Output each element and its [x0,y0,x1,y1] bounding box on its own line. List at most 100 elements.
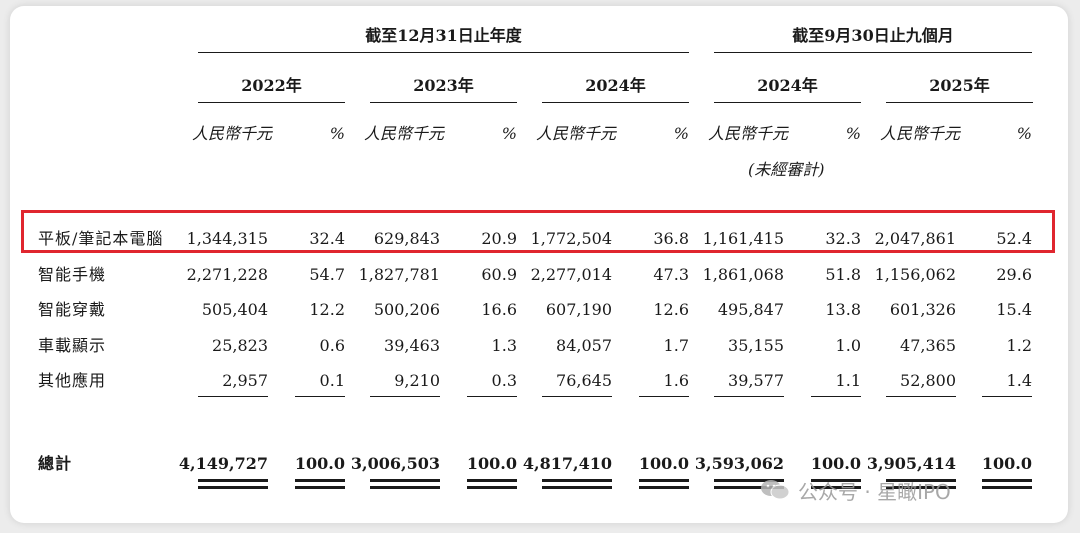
row-value-rmb: 76,645 [556,371,612,390]
subtotal-rule [542,396,612,397]
header-nine-months: 截至9月30日止九個月 [792,26,954,45]
row-value-pct: 52.4 [996,229,1032,248]
row-value-rmb: 2,271,228 [186,265,268,284]
year-rule [714,102,861,103]
total-value-rmb: 4,149,727 [178,454,268,473]
row-value-rmb: 84,057 [556,336,612,355]
row-value-pct: 60.9 [481,265,517,284]
unit-pct: % [501,124,517,143]
row-value-pct: 1.0 [835,336,861,355]
year-rule [542,102,689,103]
unit-pct: % [845,124,861,143]
subtotal-rule [886,396,956,397]
row-value-rmb: 2,047,861 [874,229,956,248]
unit-pct: % [329,124,345,143]
document-card [10,6,1068,523]
row-value-rmb: 1,161,415 [702,229,784,248]
row-value-rmb: 1,827,781 [358,265,440,284]
year-rule [198,102,345,103]
row-value-rmb: 505,404 [201,300,268,319]
year-rule [370,102,517,103]
row-value-pct: 0.6 [319,336,345,355]
total-value-pct: 100.0 [466,454,517,473]
subtotal-rule [370,396,440,397]
row-value-pct: 51.8 [825,265,861,284]
row-value-pct: 32.4 [309,229,345,248]
subtotal-rule [467,396,517,397]
unit-rmb: 人民幣千元 [536,124,617,143]
row-value-pct: 36.8 [653,229,689,248]
row-label: 車載顯示 [38,336,107,355]
row-label: 智能穿戴 [38,300,107,319]
subtotal-rule [198,396,268,397]
total-value-rmb: 3,006,503 [350,454,440,473]
row-value-rmb: 601,326 [889,300,956,319]
subtotal-rule [295,396,345,397]
header-nine-rule [714,52,1032,53]
row-value-rmb: 1,344,315 [186,229,268,248]
total-double-rule [542,479,612,489]
total-double-rule [467,479,517,489]
row-value-pct: 13.8 [825,300,861,319]
row-value-rmb: 1,772,504 [530,229,612,248]
row-label: 其他應用 [38,371,107,390]
total-label: 總計 [38,454,73,473]
row-value-pct: 16.6 [481,300,517,319]
row-value-rmb: 629,843 [373,229,440,248]
row-value-rmb: 495,847 [717,300,784,319]
row-value-pct: 29.6 [996,265,1032,284]
total-value-pct: 100.0 [810,454,861,473]
unit-unaudited: (未經審計) [748,160,825,179]
row-value-pct: 54.7 [309,265,345,284]
row-value-pct: 1.1 [835,371,861,390]
subtotal-rule [639,396,689,397]
row-value-rmb: 9,210 [394,371,440,390]
row-value-pct: 47.3 [653,265,689,284]
row-value-rmb: 1,861,068 [702,265,784,284]
total-double-rule [811,479,861,489]
watermark-text: 公众号 · 星瞰IPO [798,479,951,504]
row-value-rmb: 52,800 [900,371,956,390]
row-value-rmb: 25,823 [212,336,268,355]
year-header: 2023年 [413,76,474,95]
subtotal-rule [982,396,1032,397]
unit-rmb: 人民幣千元 [364,124,445,143]
row-label: 智能手機 [38,265,107,284]
unit-pct: % [673,124,689,143]
row-value-rmb: 39,577 [728,371,784,390]
row-value-pct: 1.7 [663,336,689,355]
header-annual: 截至12月31日止年度 [365,26,522,45]
year-header: 2025年 [929,76,990,95]
row-value-rmb: 2,957 [222,371,268,390]
highlight-box [21,210,1055,253]
row-value-pct: 15.4 [996,300,1032,319]
year-header: 2022年 [241,76,302,95]
row-value-rmb: 607,190 [545,300,612,319]
subtotal-rule [811,396,861,397]
total-value-pct: 100.0 [981,454,1032,473]
total-value-pct: 100.0 [638,454,689,473]
row-value-pct: 0.3 [491,371,517,390]
row-value-rmb: 35,155 [728,336,784,355]
row-value-rmb: 2,277,014 [530,265,612,284]
wechat-logo-icon [760,478,790,502]
unit-pct: % [1016,124,1032,143]
watermark: 公众号 · 星瞰IPO [760,476,951,504]
total-double-rule [714,479,784,489]
unit-rmb: 人民幣千元 [880,124,961,143]
total-double-rule [639,479,689,489]
row-value-rmb: 39,463 [384,336,440,355]
row-value-rmb: 500,206 [373,300,440,319]
row-value-pct: 20.9 [481,229,517,248]
row-value-pct: 1.6 [663,371,689,390]
total-double-rule [982,479,1032,489]
row-label: 平板/筆記本電腦 [38,229,164,248]
year-rule [886,102,1033,103]
row-value-pct: 32.3 [825,229,861,248]
unit-rmb: 人民幣千元 [192,124,273,143]
total-value-rmb: 4,817,410 [522,454,612,473]
header-annual-rule [198,52,689,53]
row-value-pct: 1.3 [491,336,517,355]
total-value-rmb: 3,593,062 [694,454,784,473]
row-value-pct: 12.6 [653,300,689,319]
